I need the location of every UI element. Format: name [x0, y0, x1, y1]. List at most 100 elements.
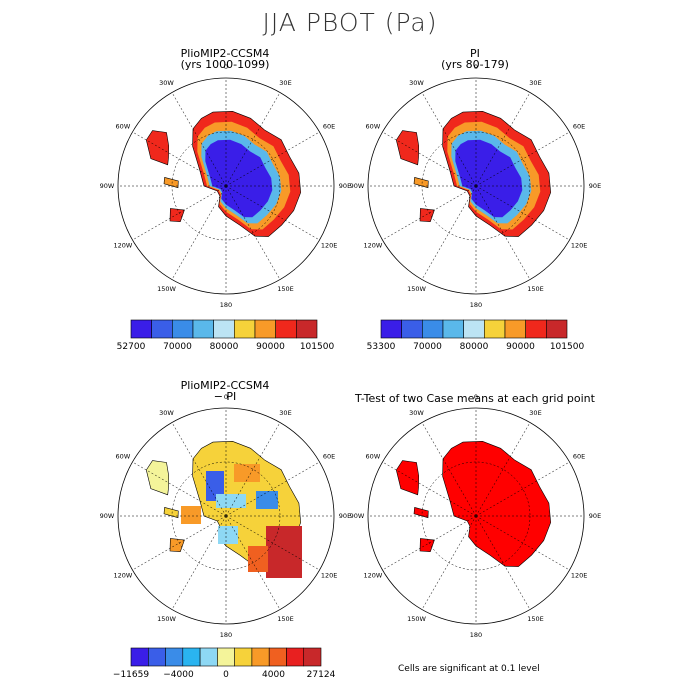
colorbar-swatch: [234, 319, 256, 339]
meridian-line: [225, 131, 320, 187]
colorbar-swatch: [286, 647, 305, 667]
panel-1-title-text: PlioMIP2-CCSM4: [180, 47, 270, 60]
meridian-line: [382, 185, 477, 241]
longitude-label: 90E: [339, 512, 351, 520]
longitude-label: 90E: [589, 512, 601, 520]
antarctic-island: [163, 507, 179, 519]
longitude-label: 60E: [573, 453, 585, 461]
positive-anomaly-patch: [181, 506, 201, 524]
longitude-label: 180: [220, 301, 232, 309]
longitude-label: 0: [474, 63, 478, 71]
longitude-label: 120W: [363, 572, 382, 580]
polar-grid-panel-1: 0 30E 60E 90E 120E 150E 180 150W 120W 90W 60W 30W: [100, 63, 352, 309]
colorbar-swatch: [268, 647, 287, 667]
longitude-label: 150E: [277, 615, 294, 623]
negative-anomaly-patch: [256, 491, 278, 509]
colorbar-swatch: [130, 647, 149, 667]
polar-grid-panel-4: 0 30E 60E 90E 120E 150E 180 150W 120W 90W 60W 30W: [350, 393, 602, 639]
meridian-line: [475, 422, 531, 517]
meridian-line: [225, 515, 320, 571]
longitude-label: 150W: [407, 285, 426, 293]
colorbar-swatch: [251, 647, 270, 667]
meridian-line: [225, 422, 281, 517]
antarctic-island: [163, 177, 179, 189]
longitude-label: 0: [474, 393, 478, 401]
longitude-label: 30E: [279, 409, 291, 417]
meridian-line: [171, 515, 227, 610]
antarctic-island: [169, 538, 185, 553]
colorbar-label: 4000: [262, 670, 285, 680]
meridian-line: [225, 461, 320, 517]
longitude-label: 90W: [100, 182, 115, 190]
longitude-label: 60W: [116, 123, 131, 131]
longitude-label: 180: [220, 631, 232, 639]
longitude-label: 90E: [589, 182, 601, 190]
meridian-line: [475, 515, 531, 610]
longitude-label: 180: [470, 631, 482, 639]
colorbar-swatch: [504, 319, 527, 339]
meridian-line: [132, 515, 227, 571]
longitude-label: 60E: [573, 123, 585, 131]
colorbar-swatch: [275, 319, 297, 339]
positive-anomaly-patch: [266, 526, 302, 578]
colorbar-label: 0: [223, 670, 229, 680]
panel-1-subtitle: (yrs 1000-1099): [180, 58, 270, 71]
colorbar-swatch: [303, 647, 322, 667]
antarctica-map-panel-3: [145, 440, 302, 578]
longitude-label: 90W: [350, 182, 365, 190]
positive-anomaly-patch: [248, 546, 268, 572]
longitude-label: 30W: [409, 409, 424, 417]
negative-anomaly-patch: [216, 494, 246, 508]
colorbar-swatch: [192, 319, 215, 339]
longitude-label: 60W: [366, 123, 381, 131]
longitude-label: 90W: [350, 512, 365, 520]
panel-2-title-text: PI: [470, 47, 480, 60]
panel-3-subtitle: − PI: [213, 390, 237, 403]
significant-cells: [395, 460, 420, 496]
antarctic-peninsula: [145, 460, 170, 496]
meridian-line: [171, 422, 227, 517]
meridian-line: [475, 185, 531, 280]
colorbar-label: 90000: [256, 342, 285, 352]
antarctica-map-panel-4: [395, 440, 552, 567]
meridian-line: [132, 131, 227, 187]
polar-grid-panel-3: 0 30E 60E 90E 120E 150E 180 150W 120W 90W 60W 30W: [100, 393, 352, 639]
colorbar-label: 90000: [506, 342, 535, 352]
antarctica-map-panel-1: [145, 110, 302, 237]
colorbar-label: 52700: [117, 342, 146, 352]
meridian-line: [171, 92, 227, 187]
meridian-line: [132, 461, 227, 517]
colorbar-label: 27124: [307, 670, 336, 680]
colorbar-swatch: [172, 319, 194, 339]
longitude-label: 90E: [339, 182, 351, 190]
colorbar-swatch: [182, 647, 201, 667]
longitude-label: 60W: [366, 453, 381, 461]
longitude-label: 150W: [157, 285, 176, 293]
colorbar-label: 80000: [460, 342, 489, 352]
map-boundary-circle: [117, 407, 335, 625]
colorbar-panel-2: 53300 70000 80000 90000 101500: [367, 319, 584, 352]
meridian-line: [421, 92, 477, 187]
panel-2-subtitle: (yrs 80-179): [441, 58, 509, 71]
colorbar-label: 80000: [210, 342, 239, 352]
colorbar-swatch: [165, 647, 184, 667]
colorbar-swatch: [442, 319, 465, 339]
meridian-line: [382, 461, 477, 517]
longitude-label: 150W: [407, 615, 426, 623]
longitude-label: 120W: [113, 242, 132, 250]
significant-cells: [413, 507, 429, 519]
colorbar-panel-1: 52700 70000 80000 90000 101500: [117, 319, 335, 352]
figure-title: JJA PBOT (Pa): [262, 8, 438, 37]
colorbar-label: 70000: [413, 342, 442, 352]
colorbar-label: 101500: [300, 342, 335, 352]
panel-4-title: T-Test of two Case means at each grid po…: [340, 393, 610, 404]
panel-2-title: PI (yrs 80-179): [375, 48, 575, 70]
longitude-label: 60W: [116, 453, 131, 461]
colorbar-swatch: [234, 647, 253, 667]
colorbar-label: −4000: [163, 670, 194, 680]
colorbar-swatch: [525, 319, 547, 339]
colorbar-swatch: [151, 319, 173, 339]
longitude-label: 120E: [321, 572, 338, 580]
colorbar-swatch: [545, 319, 568, 339]
